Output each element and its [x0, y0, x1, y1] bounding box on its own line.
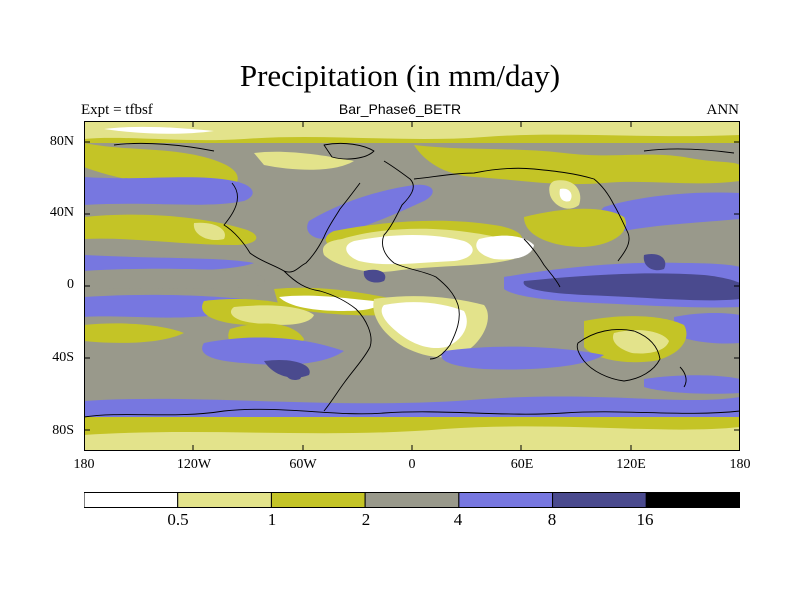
- lon-tick-label: 60E: [510, 457, 534, 472]
- colorbar-label: 16: [636, 510, 654, 529]
- lon-tick-label: 120W: [176, 457, 212, 472]
- experiment-label: Expt = tfbsf: [81, 102, 153, 118]
- precipitation-map: [84, 121, 740, 451]
- colorbar-label: 1: [267, 510, 277, 529]
- colorbar-box: [645, 492, 740, 508]
- map-title: Precipitation (in mm/day): [239, 58, 561, 93]
- season-label: ANN: [706, 102, 740, 118]
- colorbar-box: [364, 492, 460, 508]
- colorbar-box: [177, 492, 272, 508]
- colorbar-box: [552, 492, 647, 508]
- lon-tick-label: 180: [73, 457, 95, 472]
- lon-tick-label: 180: [729, 457, 751, 472]
- lat-tick-label: 40N: [49, 205, 74, 220]
- lat-tick-label: 80S: [52, 423, 74, 438]
- lon-tick-label: 120E: [616, 457, 646, 472]
- colorbar-label: 4: [453, 510, 463, 529]
- colorbar: [84, 492, 740, 508]
- colorbar-label: 0.5: [167, 510, 189, 529]
- lon-tick-label: 60W: [289, 457, 317, 472]
- colorbar-box: [84, 492, 179, 508]
- colorbar-box: [458, 492, 554, 508]
- case-label: Bar_Phase6_BETR: [338, 101, 462, 117]
- colorbar-labels: 0.5 1 2 4 8 16: [84, 510, 740, 530]
- lat-tick-label: 0: [67, 277, 74, 292]
- lat-tick-label: 80N: [49, 134, 74, 149]
- colorbar-label: 2: [361, 510, 371, 529]
- colorbar-label: 8: [547, 510, 557, 529]
- lat-tick-label: 40S: [52, 350, 74, 365]
- colorbar-box: [270, 492, 366, 508]
- lon-tick-label: 0: [408, 457, 416, 472]
